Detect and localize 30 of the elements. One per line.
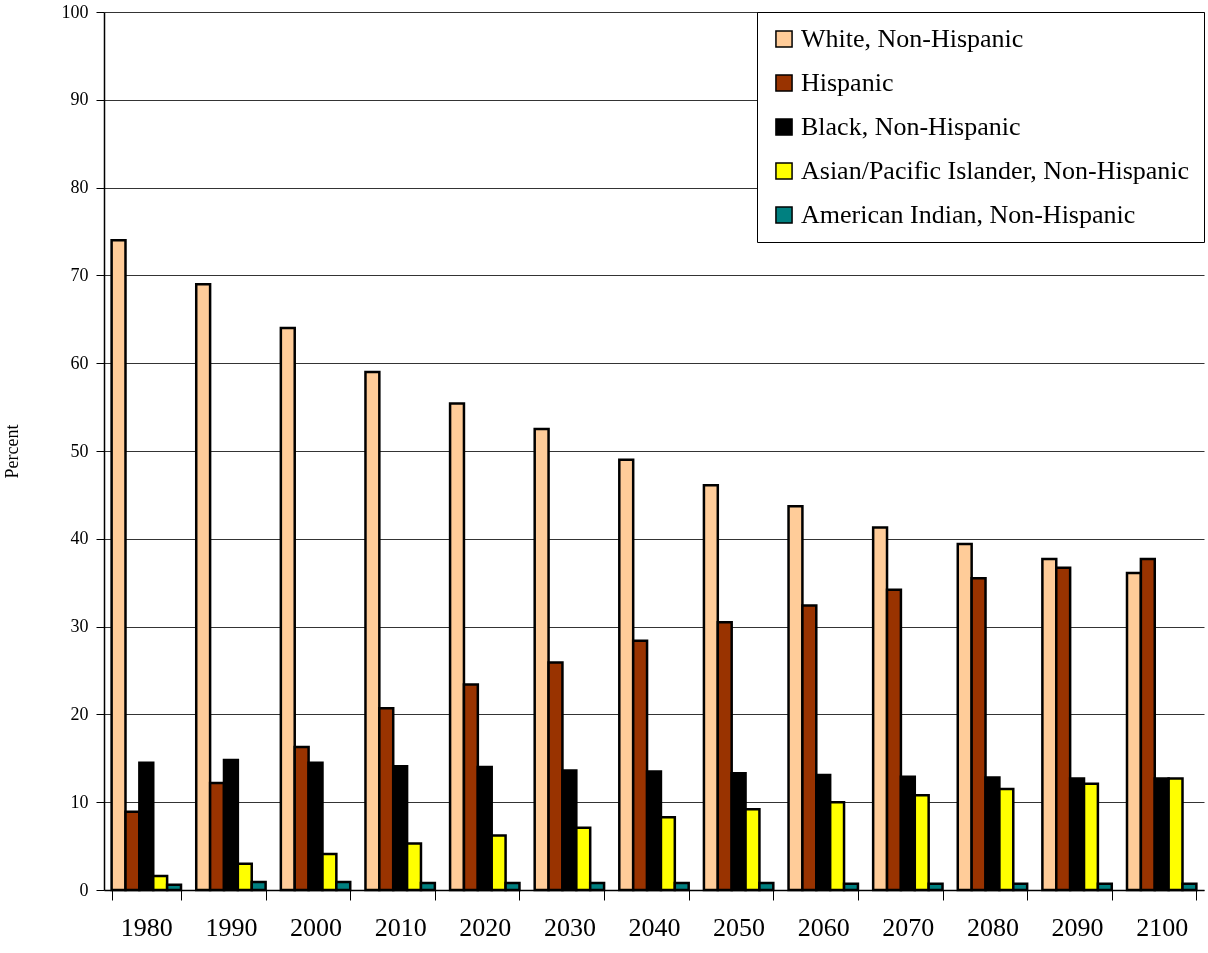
y-tick-label: 50 [70,440,89,461]
y-tick-label: 0 [79,879,89,900]
x-tick-label: 2040 [628,912,681,942]
x-tick-label: 2000 [290,912,343,942]
y-tick-label: 90 [70,89,89,110]
legend-label: Black, Non-Hispanic [801,112,1021,141]
legend-label: Hispanic [801,68,894,97]
legend-label: Asian/Pacific Islander, Non-Hispanic [801,156,1190,185]
x-tick-label: 2100 [1136,912,1189,942]
y-tick-label: 100 [61,1,89,22]
x-tick-label: 2030 [543,912,596,942]
x-tick-label: 1980 [120,912,173,942]
x-tick-label: 2050 [713,912,766,942]
legend-label: American Indian, Non-Hispanic [801,200,1136,229]
y-tick-label: 30 [70,616,89,637]
legend-label: White, Non-Hispanic [801,24,1024,53]
x-tick-label: 1990 [205,912,258,942]
y-tick-label: 20 [70,703,89,724]
x-tick-label: 2070 [882,912,935,942]
x-tick-label: 2010 [374,912,427,942]
x-tick-label: 2020 [459,912,512,942]
y-tick-label: 60 [70,352,89,373]
x-tick-label: 2060 [797,912,850,942]
y-tick-label: 10 [70,791,89,812]
y-tick-label: 70 [70,264,89,285]
y-tick-label: 80 [70,177,89,198]
y-tick-label: 40 [70,528,89,549]
y-axis-title: Percent [1,424,22,479]
x-tick-label: 2080 [966,912,1019,942]
x-tick-label: 2090 [1051,912,1104,942]
